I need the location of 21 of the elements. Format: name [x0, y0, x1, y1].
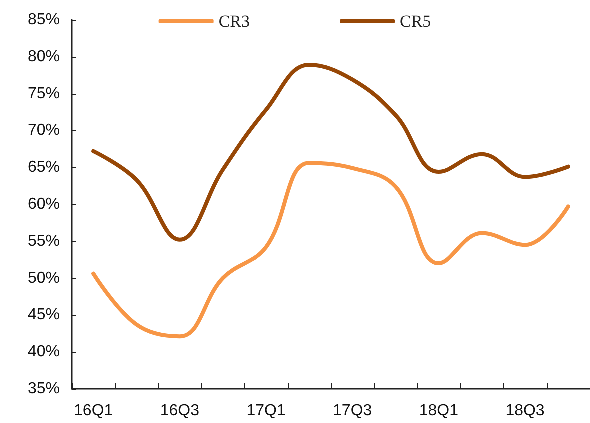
x-tick-label: 16Q1 — [74, 402, 114, 420]
line-series — [92, 161, 570, 339]
x-tick-label: 16Q3 — [160, 402, 200, 420]
y-tick-label: 80% — [28, 48, 60, 66]
y-tick-label: 55% — [28, 232, 60, 250]
y-tick-label: 35% — [28, 380, 60, 398]
y-tick-label: 45% — [28, 306, 60, 324]
y-tick-label: 70% — [28, 122, 60, 140]
legend-label: CR5 — [400, 12, 432, 31]
y-tick-label: 40% — [28, 344, 60, 361]
x-tick-label: 18Q3 — [506, 402, 545, 420]
y-tick-label: 85% — [28, 12, 60, 28]
y-tick-label: 60% — [28, 196, 60, 213]
legend-label: CR3 — [218, 12, 250, 31]
y-tick-label: 50% — [28, 270, 60, 287]
x-tick-label: 17Q1 — [246, 402, 286, 420]
x-tick-label: 18Q1 — [419, 402, 459, 420]
y-tick-label: 65% — [28, 159, 60, 176]
line-series — [92, 63, 570, 242]
y-tick-label: 75% — [28, 85, 60, 102]
x-tick-label: 17Q3 — [333, 402, 372, 420]
